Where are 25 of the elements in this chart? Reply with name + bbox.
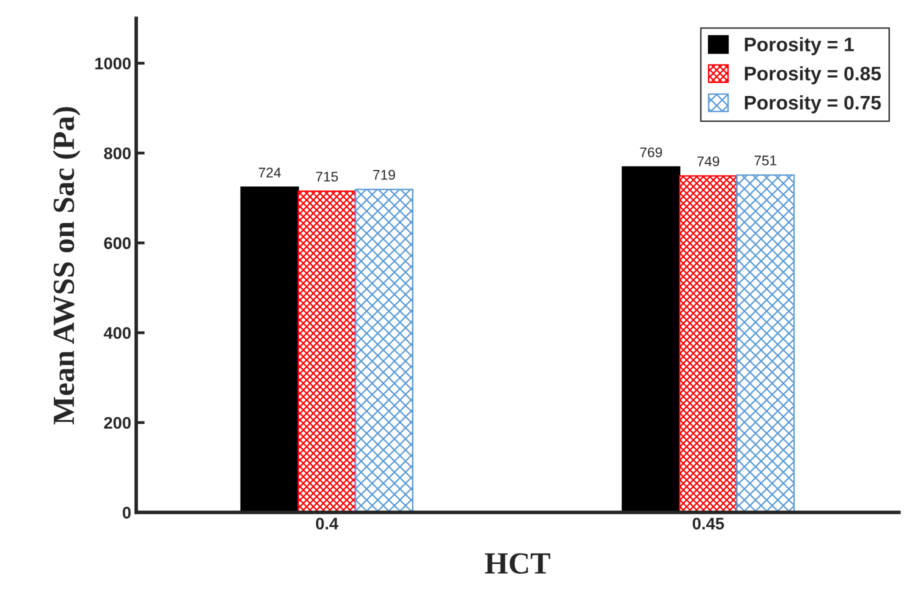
data-label: 724 <box>258 168 281 178</box>
data-label: 769 <box>640 147 662 158</box>
legend-label: Porosity = 0.85 <box>744 66 881 84</box>
legend-label: Porosity = 1 <box>744 37 854 56</box>
data-label: 751 <box>754 156 776 166</box>
y-axis-title: Mean AWSS on Sac (Pa) <box>52 107 80 424</box>
data-label: 719 <box>373 170 396 180</box>
y-tick-label: 600 <box>104 237 131 250</box>
x-tick-label: 0.4 <box>316 518 338 530</box>
y-tick-label: 400 <box>104 327 131 339</box>
y-tick-label: 1000 <box>95 58 131 70</box>
bar <box>298 190 356 512</box>
data-label: 715 <box>316 172 338 182</box>
y-tick-label: 0 <box>122 506 131 519</box>
bar <box>354 188 414 512</box>
y-tick-label: 800 <box>104 147 131 160</box>
x-axis-title: HCT <box>484 553 550 574</box>
data-label: 749 <box>697 156 720 166</box>
bar <box>678 175 738 512</box>
bar <box>240 186 299 512</box>
x-tick-label: 0.45 <box>692 518 724 530</box>
bar <box>736 174 795 512</box>
y-tick-label: 200 <box>104 416 131 429</box>
bar <box>622 166 680 512</box>
legend-label: Porosity = 0.75 <box>744 95 881 114</box>
